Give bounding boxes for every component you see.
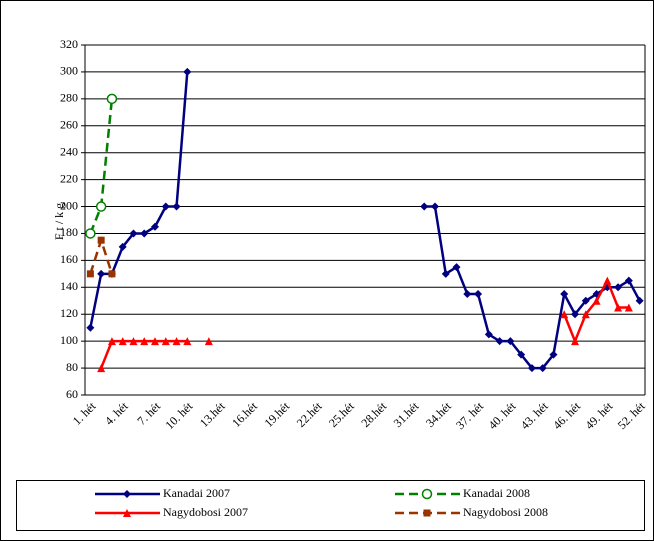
marker <box>484 330 493 339</box>
legend-box <box>16 480 645 531</box>
marker <box>118 337 127 346</box>
y-tick-label: 60 <box>66 387 78 401</box>
legend-label: Nagydobosi 2008 <box>463 505 548 519</box>
marker <box>527 364 536 373</box>
marker <box>452 263 461 272</box>
legend-label: Kanadai 2007 <box>163 486 230 500</box>
marker <box>106 93 118 105</box>
marker <box>151 222 159 231</box>
marker <box>560 290 569 299</box>
marker <box>571 337 579 346</box>
marker <box>474 290 483 299</box>
marker <box>581 310 590 319</box>
marker <box>431 202 439 211</box>
marker <box>603 276 612 285</box>
marker <box>86 323 95 332</box>
marker <box>506 337 515 346</box>
y-tick-label: 300 <box>60 64 78 78</box>
marker <box>161 337 170 346</box>
marker <box>614 303 623 312</box>
marker <box>592 296 601 305</box>
y-tick-label: 100 <box>60 333 78 347</box>
marker <box>97 269 106 278</box>
marker <box>97 364 106 373</box>
marker <box>517 350 526 359</box>
legend-marker <box>123 490 131 498</box>
marker <box>441 269 450 278</box>
marker <box>635 296 644 305</box>
legend-label: Nagydobosi 2007 <box>163 505 248 519</box>
y-tick-label: 240 <box>60 144 78 158</box>
marker <box>571 310 579 319</box>
marker <box>95 201 107 212</box>
legend-label: Kanadai 2008 <box>463 486 530 500</box>
marker <box>614 283 623 292</box>
marker <box>624 303 633 312</box>
marker <box>624 276 633 285</box>
marker <box>183 67 192 76</box>
marker <box>204 337 213 346</box>
marker <box>107 337 116 346</box>
y-tick-label: 200 <box>60 198 78 212</box>
y-tick-label: 280 <box>60 91 78 105</box>
marker <box>140 337 149 346</box>
y-tick-label: 260 <box>60 118 78 132</box>
marker <box>560 310 569 319</box>
y-tick-label: 220 <box>60 171 78 185</box>
marker <box>172 337 181 346</box>
legend-marker <box>421 488 433 500</box>
y-tick-label: 160 <box>60 252 78 266</box>
y-tick-label: 180 <box>60 225 78 239</box>
y-axis-label: Ft/kg <box>52 200 66 240</box>
marker <box>463 290 472 299</box>
marker <box>85 228 96 239</box>
marker <box>97 236 105 244</box>
legend-marker <box>123 509 131 517</box>
marker <box>183 337 192 346</box>
y-tick-label: 320 <box>60 37 78 51</box>
marker <box>172 202 181 211</box>
y-tick-label: 140 <box>60 279 78 293</box>
marker <box>538 364 547 373</box>
marker <box>118 242 127 251</box>
marker <box>151 337 159 346</box>
y-tick-label: 120 <box>60 306 78 320</box>
marker <box>161 202 170 211</box>
marker <box>140 229 149 238</box>
marker <box>129 229 138 238</box>
legend-marker <box>423 509 431 517</box>
marker <box>420 202 429 211</box>
y-tick-label: 80 <box>66 360 78 374</box>
marker <box>86 270 94 278</box>
marker <box>129 337 138 346</box>
marker <box>581 296 590 305</box>
marker <box>495 337 504 346</box>
marker <box>108 270 116 278</box>
marker <box>549 350 558 359</box>
